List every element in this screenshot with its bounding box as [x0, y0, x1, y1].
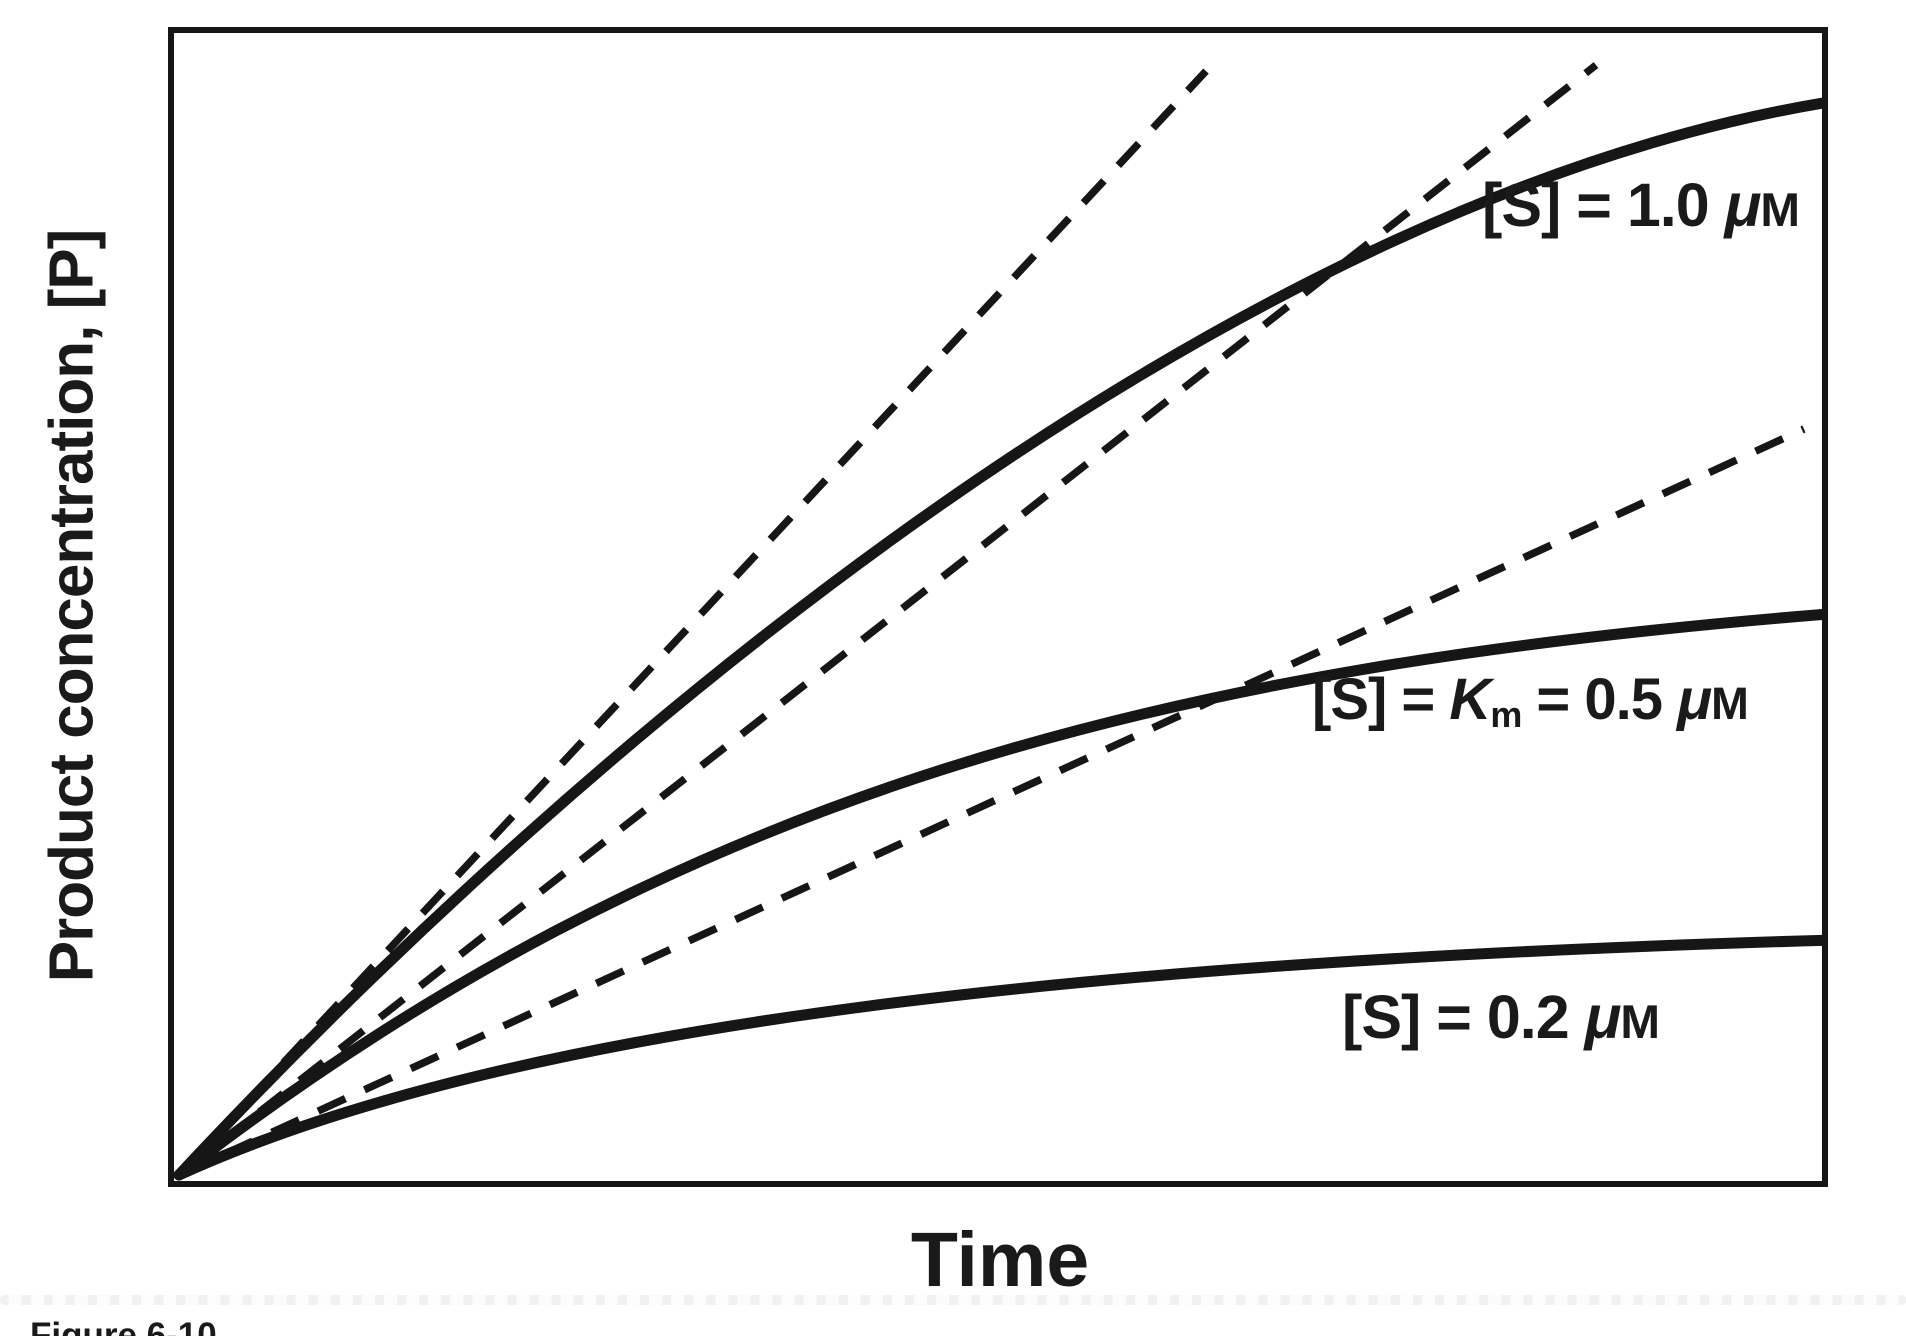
curve-label-s-km-text: [S] =	[1312, 667, 1450, 732]
y-axis-label: Product concentration, [P]	[37, 229, 107, 983]
curve-label-s-0.2: [S] = 0.2 μM	[1342, 982, 1660, 1052]
curve-label-s-1.0-text: [S] = 1.0	[1482, 171, 1725, 239]
tangent-s-0.5	[176, 62, 1599, 1178]
mu-symbol: μ	[1677, 667, 1712, 732]
tangent-s-0.2	[177, 425, 1806, 1179]
molar-unit: M	[1711, 678, 1749, 729]
curve-label-s-1.0: [S] = 1.0 μM	[1482, 170, 1800, 240]
km-symbol: K	[1449, 667, 1491, 732]
x-axis-label: Time	[910, 1217, 1090, 1303]
mu-symbol: μ	[1724, 171, 1762, 239]
curve-s-0.5	[173, 609, 1828, 1181]
curve-s-0.2	[173, 934, 1828, 1181]
curve-s-1.0	[173, 97, 1828, 1181]
molar-unit: M	[1620, 996, 1660, 1049]
km-subscript: m	[1490, 693, 1522, 735]
mu-symbol: μ	[1584, 983, 1622, 1051]
plot-svg	[173, 62, 1828, 1181]
plot-area	[168, 27, 1828, 1187]
curve-label-s-km-0.5: [S] = Km = 0.5 μM	[1312, 666, 1749, 736]
curve-label-s-0.2-text: [S] = 0.2	[1342, 983, 1585, 1051]
curve-label-s-km-value: = 0.5	[1521, 667, 1678, 732]
figure-caption: Figure 6-10	[30, 1316, 217, 1336]
molar-unit: M	[1760, 184, 1800, 237]
page-texture-band	[0, 1295, 1906, 1305]
tangent-s-1.0	[176, 68, 1209, 1178]
